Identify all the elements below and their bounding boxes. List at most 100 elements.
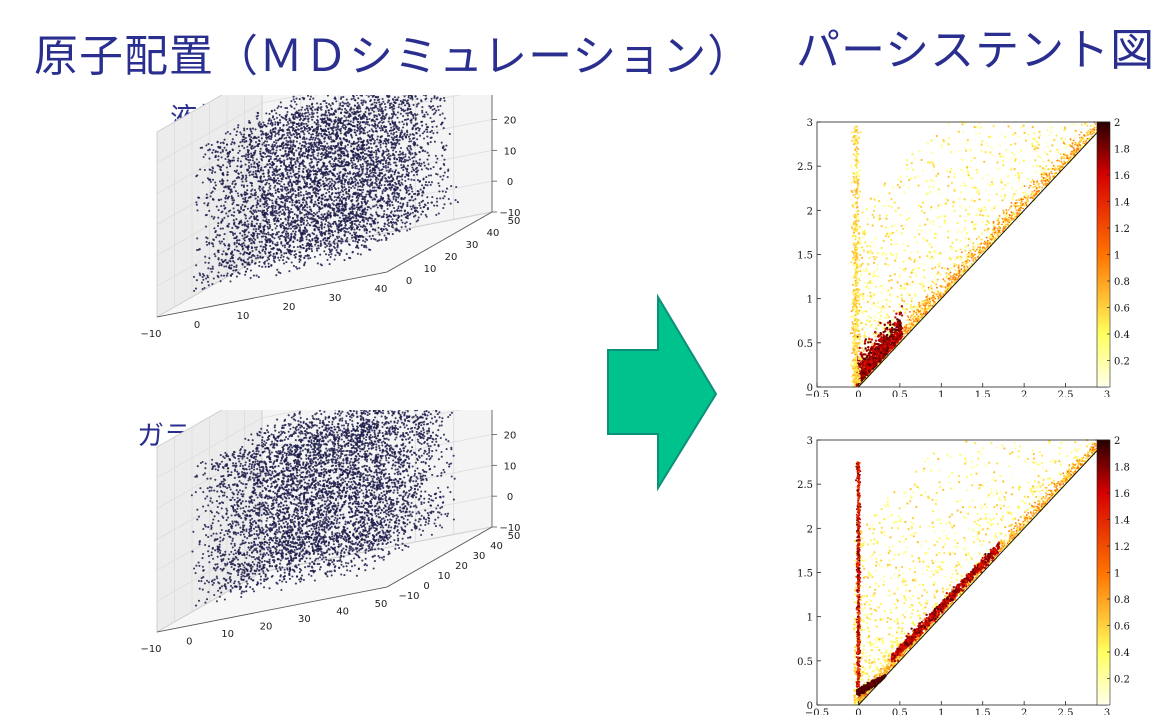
atom-point — [329, 151, 332, 154]
atom-point — [321, 176, 324, 179]
atom-point — [359, 118, 363, 121]
atom-point — [373, 169, 376, 172]
atom-point — [306, 118, 310, 121]
atom-point — [344, 231, 347, 234]
atom-point — [270, 121, 273, 124]
atom-point — [250, 242, 253, 245]
atom-point — [409, 133, 412, 136]
atom-point — [346, 195, 349, 198]
atom-point — [319, 184, 323, 187]
atom-point — [206, 274, 209, 277]
atom-point — [314, 222, 318, 225]
atom-point — [286, 144, 289, 147]
atom-point — [378, 127, 381, 130]
atom-point — [245, 180, 248, 183]
atom-point — [372, 161, 375, 165]
atom-point — [344, 221, 347, 225]
atom-point — [246, 258, 249, 261]
atom-point — [326, 258, 329, 261]
atom-point — [329, 119, 332, 122]
atom-point — [220, 156, 223, 159]
atom-point — [284, 196, 287, 199]
atom-point — [342, 104, 345, 107]
atom-point — [274, 121, 277, 124]
atom-point — [404, 212, 407, 215]
atom-point — [379, 129, 382, 132]
atom-point — [406, 170, 409, 173]
atom-point — [338, 137, 342, 140]
atom-point — [248, 263, 251, 266]
atom-point — [315, 192, 318, 195]
atom-point — [272, 204, 275, 207]
atom-point — [386, 132, 389, 135]
atom-point — [204, 225, 208, 228]
atom-point — [339, 129, 342, 132]
atom-point — [227, 243, 231, 246]
atom-point — [361, 114, 365, 117]
atom-point — [355, 95, 358, 97]
atom-point — [336, 127, 339, 131]
atom-point — [431, 125, 434, 128]
atom-point — [411, 166, 414, 169]
atom-point — [281, 222, 284, 225]
atom-point — [350, 123, 353, 127]
atom-point — [299, 212, 302, 215]
atom-point — [334, 175, 337, 178]
atom-point — [244, 273, 247, 276]
atom-point — [246, 154, 250, 157]
atom-point — [406, 205, 409, 208]
atom-point — [410, 187, 413, 190]
atom-point — [343, 132, 346, 135]
atom-point — [384, 150, 388, 153]
atom-point — [343, 226, 346, 229]
atom-point — [283, 212, 287, 215]
atom-point — [366, 131, 369, 134]
atom-point — [373, 125, 376, 128]
atom-point — [420, 213, 423, 216]
atom-point — [359, 221, 362, 224]
atom-point — [395, 134, 398, 137]
atom-point — [333, 180, 336, 183]
atom-point — [267, 218, 270, 222]
atom-point — [377, 226, 380, 229]
atom-point — [289, 239, 292, 242]
atom-point — [332, 126, 335, 130]
atom-point — [361, 163, 364, 166]
atom-point — [406, 201, 409, 204]
atom-point — [355, 238, 358, 241]
atom-point — [281, 201, 284, 204]
atom-point — [247, 159, 250, 162]
atom-point — [382, 215, 385, 218]
atom-point — [373, 98, 376, 101]
atom-point — [384, 236, 388, 239]
atom-point — [239, 232, 242, 235]
atom-point — [251, 127, 255, 130]
atom-point — [339, 230, 342, 233]
atom-point — [239, 252, 242, 255]
atom-point — [290, 150, 294, 153]
atom-point — [408, 137, 411, 140]
atom-point — [429, 106, 432, 109]
atom-point — [230, 188, 233, 191]
atom-point — [227, 225, 230, 228]
atom-point — [435, 200, 439, 203]
atom-point — [309, 107, 312, 110]
atom-point — [258, 180, 261, 183]
atom-point — [305, 190, 308, 193]
atom-point — [248, 161, 251, 164]
atom-point — [344, 197, 348, 200]
atom-point — [211, 265, 214, 268]
atom-point — [289, 190, 292, 193]
atom-point — [418, 127, 421, 130]
atom-point — [240, 221, 243, 224]
atom-point — [405, 159, 408, 162]
atom-point — [253, 210, 256, 213]
atom-point — [265, 239, 268, 242]
atom-point — [267, 175, 270, 178]
atom-point — [443, 158, 446, 161]
atom-point — [211, 171, 214, 174]
atom-point — [212, 217, 215, 220]
atom-point — [300, 239, 303, 242]
atom-point — [207, 261, 210, 264]
atom-point — [426, 126, 430, 129]
